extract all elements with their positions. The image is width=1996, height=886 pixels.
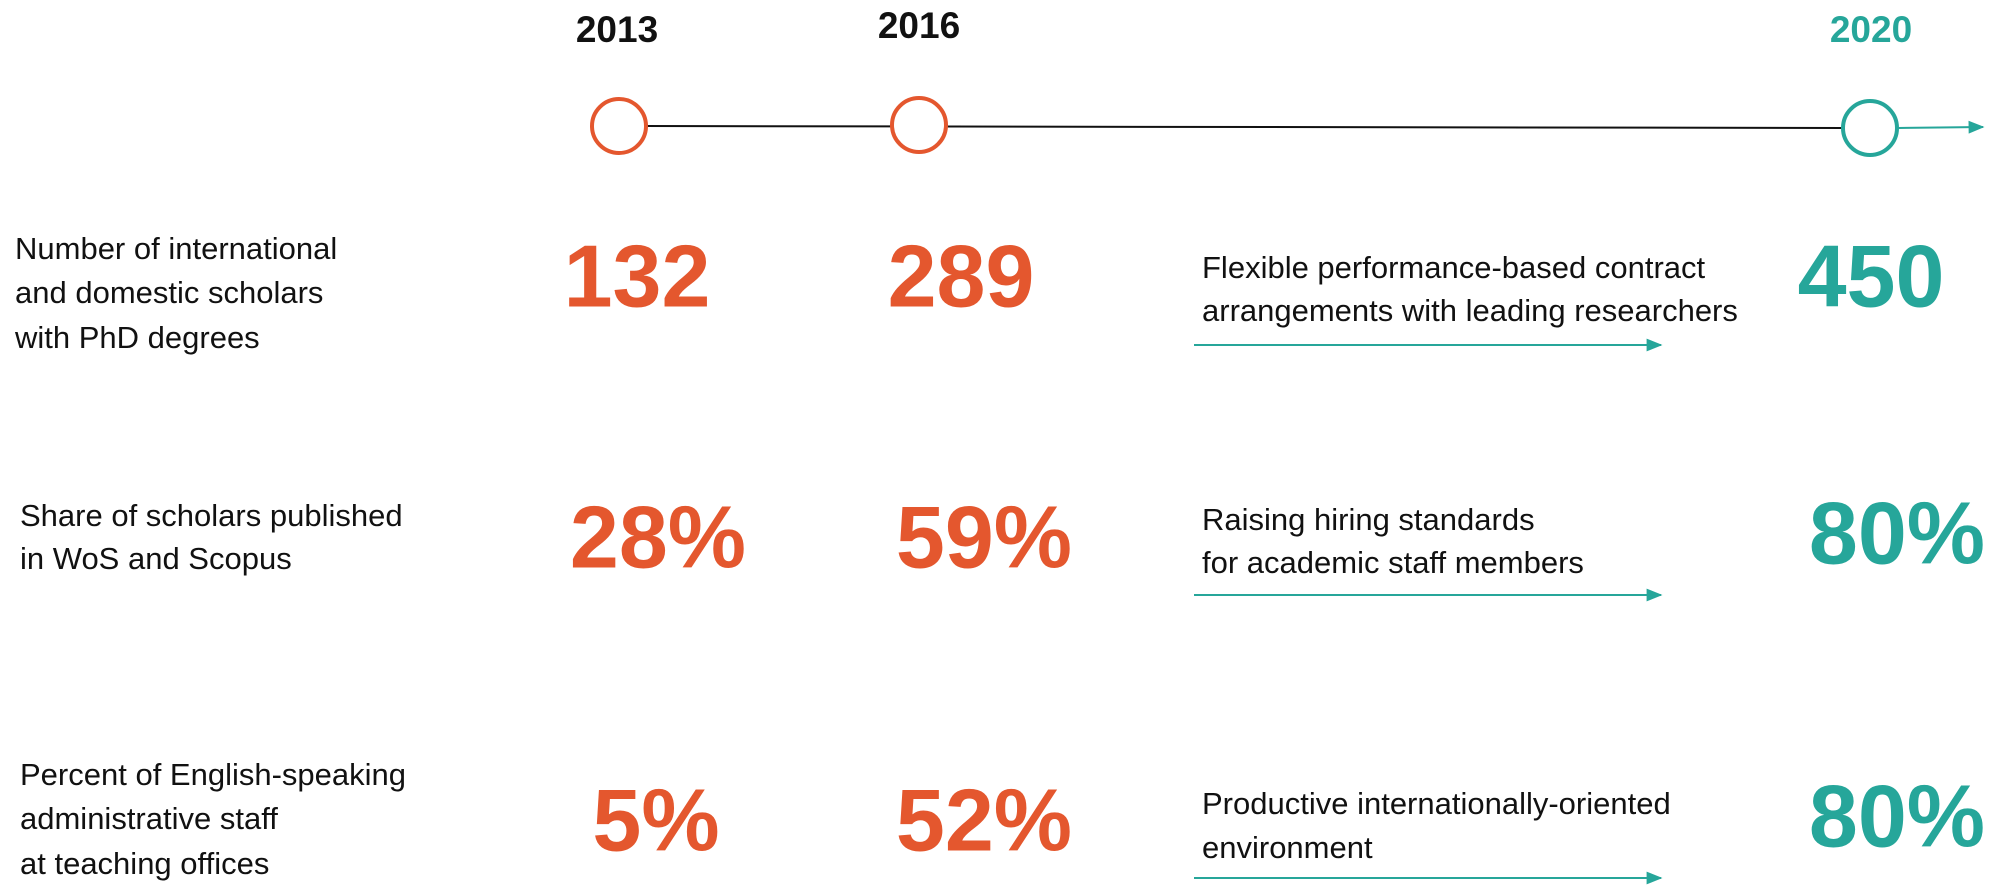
value: 52% — [896, 770, 1072, 869]
row-label: with PhD degrees — [14, 320, 260, 355]
target: 80% — [1809, 766, 1985, 865]
measure: arrangements with leading researchers — [1202, 293, 1738, 328]
year: 2016 — [878, 5, 960, 46]
row-label: and domestic scholars — [15, 275, 323, 310]
row-label: at teaching offices — [20, 846, 269, 881]
measure: for academic staff members — [1202, 545, 1584, 580]
row-label: Percent of English-speaking — [20, 757, 406, 792]
measure: Productive internationally-oriented — [1202, 786, 1671, 821]
measure: Raising hiring standards — [1202, 502, 1535, 537]
value: 59% — [896, 487, 1072, 586]
row-label: Share of scholars published — [20, 498, 403, 533]
row-label: Number of international — [15, 231, 337, 266]
milestone — [890, 96, 948, 154]
measure: environment — [1202, 830, 1373, 865]
milestone — [1841, 99, 1899, 157]
target: 450 — [1798, 226, 1945, 325]
timeline — [644, 125, 1843, 129]
target: 80% — [1809, 483, 1985, 582]
value: 28% — [570, 487, 746, 586]
value: 289 — [888, 226, 1035, 325]
year: 2020 — [1830, 9, 1912, 50]
measure: Flexible performance-based contract — [1202, 250, 1706, 285]
timeline-arrow — [1897, 120, 1985, 134]
milestone — [590, 97, 648, 155]
value: 5% — [592, 770, 719, 869]
row-label: in WoS and Scopus — [20, 541, 292, 576]
year: 2013 — [576, 9, 658, 50]
row-label: administrative staff — [20, 801, 278, 836]
value: 132 — [564, 226, 711, 325]
